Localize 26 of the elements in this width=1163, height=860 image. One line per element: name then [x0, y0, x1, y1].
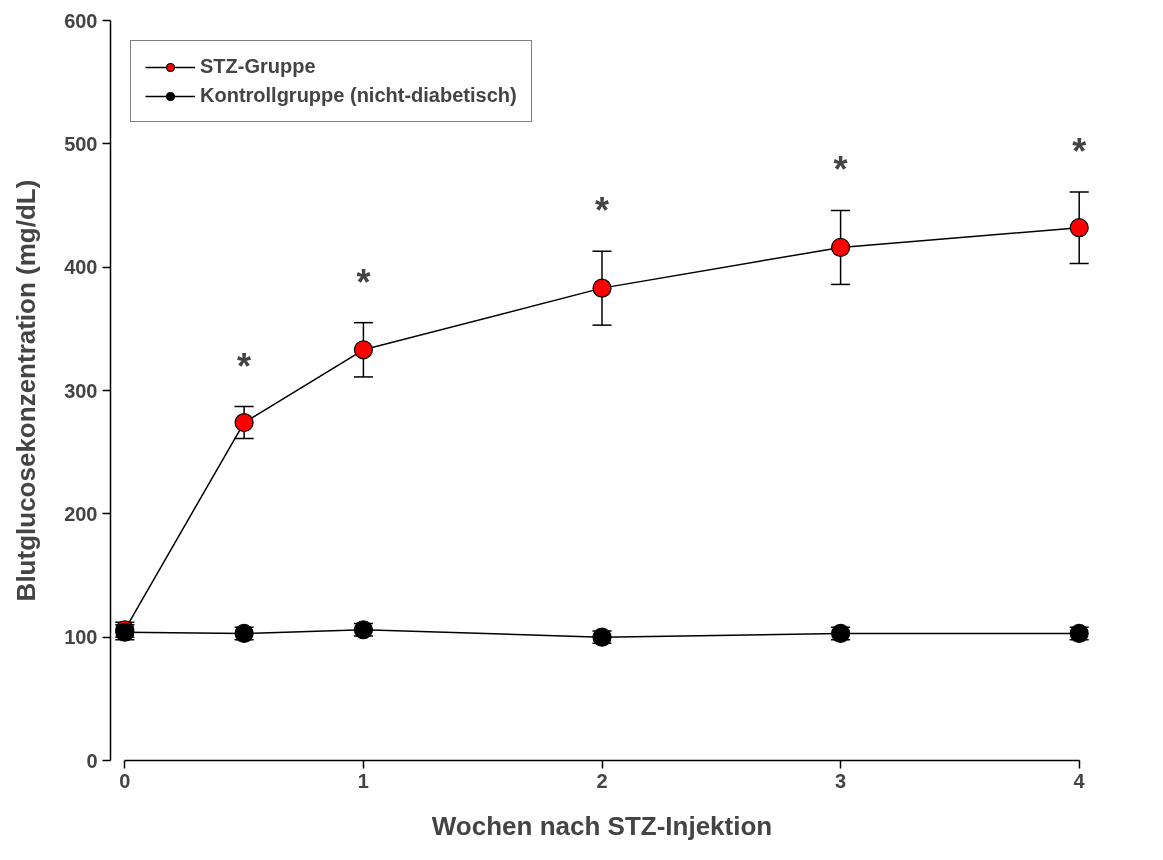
point — [353, 340, 374, 360]
annotation: * — [1072, 130, 1087, 172]
y-tick-label: 300 — [64, 379, 98, 402]
y-tick-label: 100 — [64, 626, 98, 649]
y-tick-label: 200 — [64, 502, 98, 525]
x-axis-title: Wochen nach STZ-Injektion — [431, 810, 773, 841]
x-tick-label: 3 — [835, 769, 847, 792]
annotation: * — [595, 190, 610, 232]
point — [830, 237, 851, 258]
y-axis-title: Blutglucosekonzentration (mg/dL) — [11, 179, 42, 602]
y-tick-label: 0 — [86, 749, 98, 772]
point — [1069, 218, 1089, 238]
y-tick-label: 400 — [64, 256, 98, 279]
x-tick-label: 1 — [357, 769, 369, 792]
x-tick-label: 4 — [1073, 769, 1086, 792]
legend-label: Kontrollgruppe (nicht-diabetisch) — [200, 84, 517, 107]
y-tick-label: 600 — [64, 9, 98, 32]
x-tick-label: 0 — [119, 769, 131, 792]
annotation: * — [356, 261, 371, 303]
point — [592, 278, 612, 298]
point — [234, 412, 254, 433]
annotation: * — [237, 345, 252, 387]
y-tick-label: 500 — [64, 132, 98, 155]
legend-label: STZ-Gruppe — [200, 55, 316, 78]
x-tick-label: 2 — [596, 769, 608, 792]
annotation: * — [833, 149, 848, 191]
